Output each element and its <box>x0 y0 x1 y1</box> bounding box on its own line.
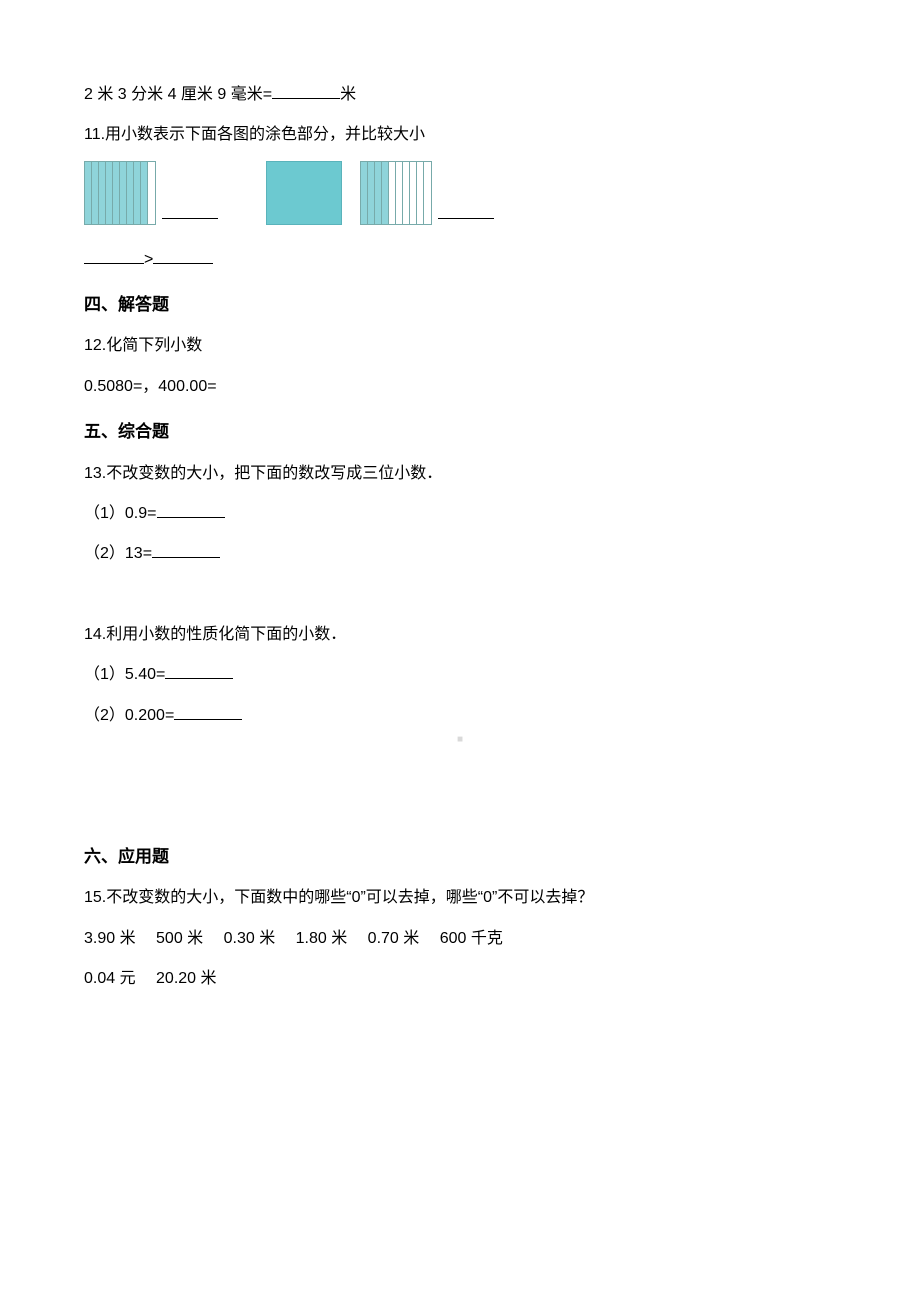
q11-prompt: 11.用小数表示下面各图的涂色部分，并比较大小 <box>84 120 836 150</box>
q14-sub1: （1）5.40= <box>84 660 836 690</box>
section5-heading: 五、综合题 <box>84 416 836 448</box>
strip <box>361 162 368 224</box>
q15-prompt: 15.不改变数的大小，下面数中的哪些“0”可以去掉，哪些“0”不可以去掉？ <box>84 883 836 913</box>
q15-line1: 3.90 米 500 米 0.30 米 1.80 米 0.70 米 600 千克 <box>84 924 836 954</box>
strip <box>424 162 431 224</box>
q11-fig2-square <box>266 161 342 225</box>
q10-before: 2 米 3 分米 4 厘米 9 毫米= <box>84 86 272 103</box>
strip <box>141 162 148 224</box>
q15-line2: 0.04 元 20.20 米 <box>84 964 836 994</box>
q14-sub1-text: （1）5.40= <box>84 666 165 683</box>
q10-blank <box>272 81 340 99</box>
strip <box>396 162 403 224</box>
strip <box>106 162 113 224</box>
q13-prompt: 13.不改变数的大小，把下面的数改写成三位小数． <box>84 459 836 489</box>
q13-sub1-text: （1）0.9= <box>84 505 157 522</box>
section4-heading: 四、解答题 <box>84 289 836 321</box>
q14-sub1-blank <box>165 662 233 680</box>
q14-sub2: （2）0.200= <box>84 701 836 731</box>
strip <box>417 162 424 224</box>
strip <box>85 162 92 224</box>
q11-fig2 <box>266 161 342 225</box>
section6-heading: 六、应用题 <box>84 841 836 873</box>
strip <box>99 162 106 224</box>
q13-sub2: （2）13= <box>84 539 836 569</box>
q12-prompt: 12.化简下列小数 <box>84 331 836 361</box>
strip <box>368 162 375 224</box>
q13-sub2-text: （2）13= <box>84 545 152 562</box>
strip <box>148 162 155 224</box>
q13-sub1: （1）0.9= <box>84 499 836 529</box>
q13-sub2-blank <box>152 541 220 559</box>
page-container: { "q10": { "text_before": "2 米 3 分米 4 厘米… <box>84 80 836 994</box>
q13-sub1-blank <box>157 500 225 518</box>
q11-fig1 <box>84 161 218 225</box>
q10-after: 米 <box>340 86 356 103</box>
strip <box>389 162 396 224</box>
strip <box>410 162 417 224</box>
strip <box>92 162 99 224</box>
strip <box>134 162 141 224</box>
q14-prompt: 14.利用小数的性质化简下面的小数． <box>84 620 836 650</box>
q11-fig1-blank <box>162 218 218 219</box>
q10-line: 2 米 3 分米 4 厘米 9 毫米= 米 <box>84 80 836 110</box>
q11-compare-blank2 <box>153 246 213 264</box>
q11-fig3-blank <box>438 218 494 219</box>
watermark: ■ <box>457 730 463 749</box>
q11-figures <box>84 161 836 225</box>
q11-compare: > <box>84 245 836 275</box>
q11-compare-blank1 <box>84 246 144 264</box>
strip <box>375 162 382 224</box>
q11-fig3 <box>360 161 494 225</box>
strip <box>382 162 389 224</box>
q11-gt: > <box>144 251 153 268</box>
q12-expr: 0.5080=，400.00= <box>84 372 836 402</box>
q14-sub2-blank <box>174 702 242 720</box>
q14-sub2-text: （2）0.200= <box>84 707 174 724</box>
strip <box>127 162 134 224</box>
strip <box>403 162 410 224</box>
strip <box>113 162 120 224</box>
strip <box>120 162 127 224</box>
